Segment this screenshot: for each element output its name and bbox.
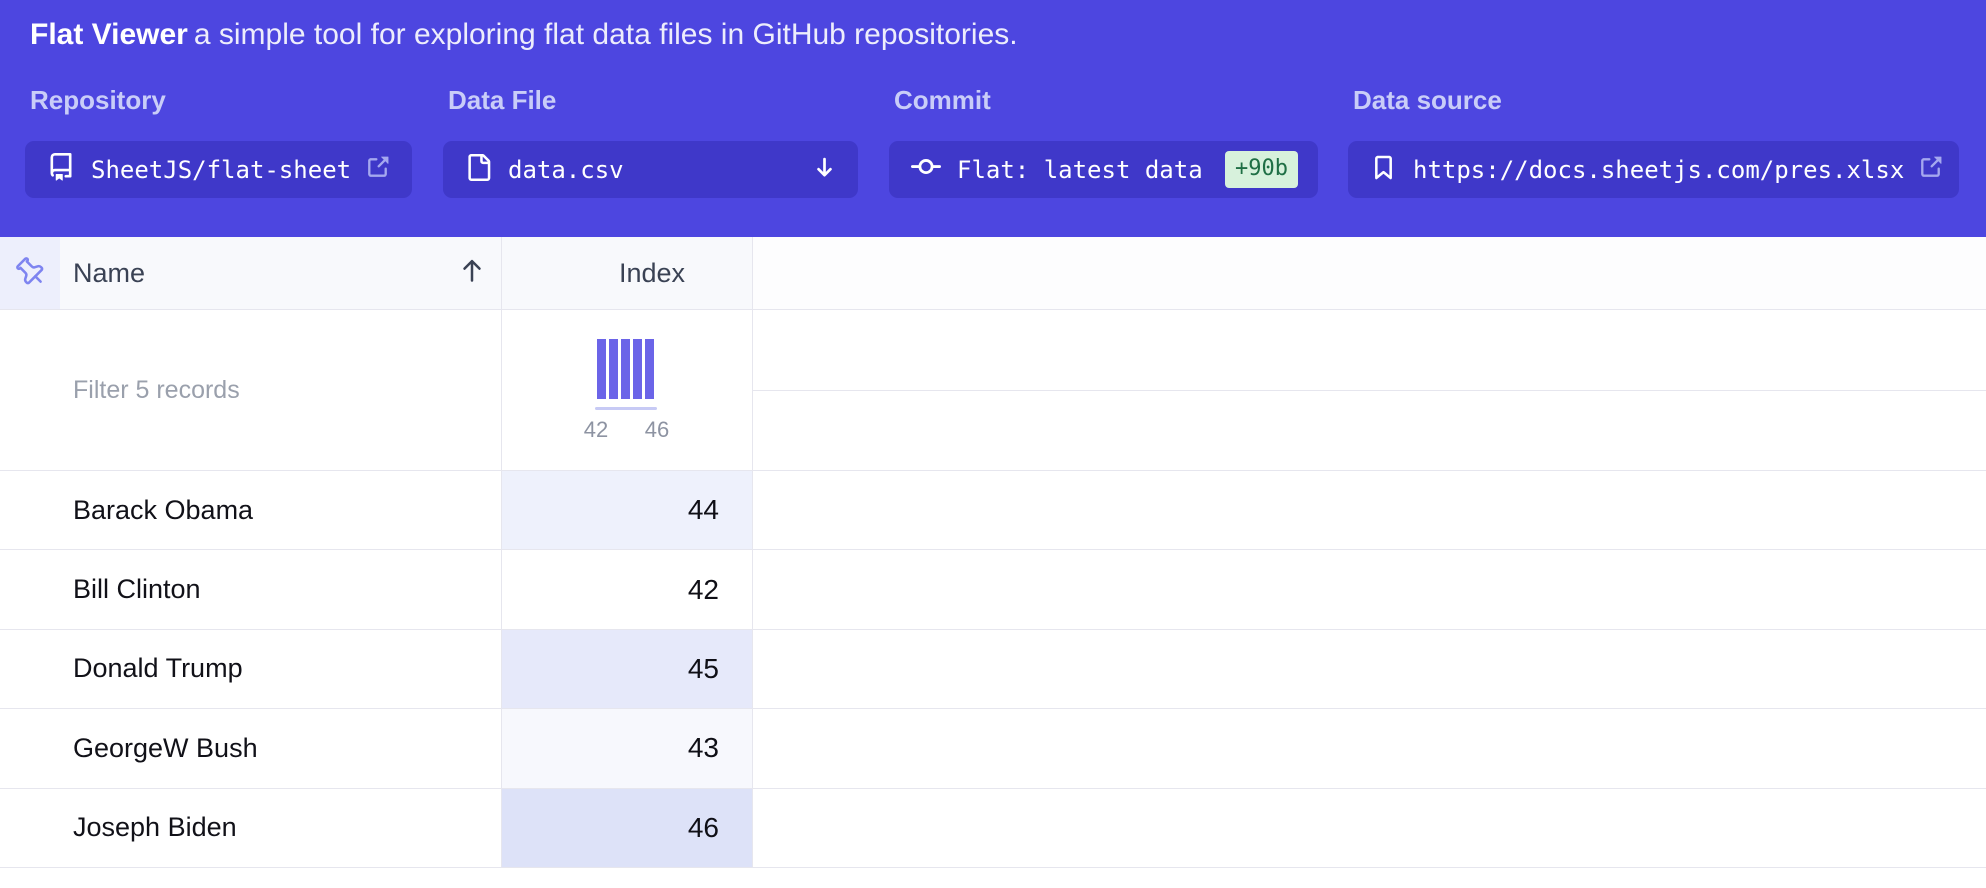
index-histogram[interactable]: 42 46 [584, 339, 717, 464]
data-source-button[interactable]: https://docs.sheetjs.com/pres.xlsx [1348, 141, 1959, 198]
column-header-index[interactable]: Index [502, 237, 753, 309]
index-value: 42 [687, 573, 719, 605]
commit-field: Commit Flat: latest data +90b [889, 84, 1318, 198]
arrow-down-icon [811, 154, 838, 186]
row-filler [753, 789, 1986, 867]
name-cell: Bill Clinton [60, 550, 502, 629]
table-row: GeorgeW Bush 43 [0, 709, 1986, 789]
index-cell: 46 [502, 788, 753, 867]
header-filler [753, 237, 1986, 309]
file-icon [465, 153, 492, 186]
sticky-pin-button[interactable] [0, 237, 60, 309]
external-link-icon [1918, 155, 1943, 185]
histogram-axis [595, 407, 657, 410]
data-source-field: Data source https://docs.sheetjs.com/pre… [1348, 84, 1959, 198]
app-title: Flat Viewer [30, 18, 188, 51]
repository-button[interactable]: SheetJS/flat-sheet [25, 141, 412, 198]
index-summary-cell: 42 46 [502, 310, 753, 470]
row-pin-cell [0, 471, 60, 549]
column-header-name[interactable]: Name [60, 237, 502, 309]
table-body: Barack Obama 44 Bill Clinton 42 Donald T… [0, 471, 1986, 868]
table-row: Joseph Biden 46 [0, 788, 1986, 868]
row-pin-cell [0, 630, 60, 708]
name-cell: GeorgeW Bush [60, 709, 502, 788]
name-cell: Donald Trump [60, 629, 502, 709]
table-row: Bill Clinton 42 [0, 550, 1986, 630]
data-file-value: data.csv [508, 155, 624, 184]
index-value: 44 [687, 494, 719, 526]
row-pin-cell [0, 789, 60, 867]
data-file-field: Data File data.csv [443, 84, 858, 198]
commit-icon [911, 152, 941, 187]
row-pin-cell [0, 709, 60, 787]
data-source-url: https://docs.sheetjs.com/pres.xlsx [1413, 155, 1905, 184]
data-table: Name Index 42 46 [0, 237, 1986, 868]
bookmark-icon [1370, 154, 1397, 186]
index-cell: 43 [502, 709, 753, 788]
index-cell: 44 [502, 471, 753, 550]
row-pin-cell [0, 550, 60, 628]
histogram-bars [597, 339, 717, 399]
commit-button[interactable]: Flat: latest data +90b [889, 141, 1318, 198]
data-source-label: Data source [1353, 85, 1502, 115]
filter-pin-cell [0, 310, 60, 470]
repo-book-icon [47, 153, 75, 186]
name-cell: Barack Obama [60, 471, 502, 550]
row-filler [753, 630, 1986, 708]
app-title-line: Flat Viewer a simple tool for exploring f… [30, 16, 1018, 54]
table-row: Barack Obama 44 [0, 471, 1986, 551]
repository-label: Repository [30, 85, 166, 115]
pin-icon [12, 253, 48, 294]
app-header: Flat Viewer a simple tool for exploring f… [0, 0, 1986, 237]
name-value: Donald Trump [73, 653, 243, 684]
name-value: Joseph Biden [73, 812, 237, 843]
index-value: 46 [687, 811, 719, 843]
commit-label: Commit [894, 85, 991, 115]
name-value: Barack Obama [73, 494, 254, 525]
repository-value: SheetJS/flat-sheet [91, 155, 352, 184]
data-file-label: Data File [448, 85, 557, 115]
name-value: GeorgeW Bush [73, 732, 258, 763]
index-value: 45 [687, 652, 719, 684]
column-header-name-label: Name [73, 257, 146, 288]
name-value: Bill Clinton [73, 574, 201, 605]
histogram-max-label: 46 [644, 417, 670, 442]
column-header-index-label: Index [618, 257, 686, 288]
data-file-button[interactable]: data.csv [443, 141, 858, 198]
row-filler [753, 709, 1986, 787]
name-cell: Joseph Biden [60, 788, 502, 867]
row-filler [753, 550, 1986, 628]
index-value: 43 [687, 732, 719, 764]
app-subtitle: a simple tool for exploring flat data fi… [193, 18, 1018, 51]
table-header-row: Name Index [0, 237, 1986, 310]
name-filter-input[interactable] [73, 368, 473, 412]
histogram-min-label: 42 [583, 417, 609, 442]
commit-message: Flat: latest data [957, 155, 1203, 184]
index-cell: 45 [502, 629, 753, 709]
name-filter-cell [60, 310, 502, 470]
row-filler [753, 471, 1986, 549]
repository-field: Repository SheetJS/flat-sheet [25, 84, 412, 198]
diffstat-badge: +90b [1225, 151, 1298, 188]
table-row: Donald Trump 45 [0, 629, 1986, 710]
index-cell: 42 [502, 550, 753, 629]
external-link-icon [365, 155, 390, 185]
sort-ascending-icon [457, 256, 487, 291]
filler-gridline [753, 390, 1986, 391]
